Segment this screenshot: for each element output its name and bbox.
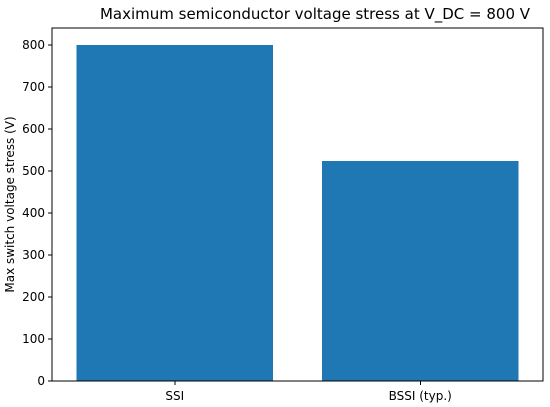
y-tick-label: 800 [22,38,45,52]
x-tick-label: SSI [165,389,184,403]
y-axis-label: Max switch voltage stress (V) [3,116,17,292]
y-tick-label: 400 [22,206,45,220]
bar-bssi-typ [322,160,519,381]
y-tick-label: 600 [22,122,45,136]
y-tick-label: 100 [22,332,45,346]
x-tick-label: BSSI (typ.) [389,389,452,403]
y-tick-label: 700 [22,80,45,94]
y-tick-label: 300 [22,248,45,262]
x-ticks-layer: SSI BSSI (typ.) [165,381,452,403]
y-tick-label: 0 [37,374,45,388]
y-tick-label: 200 [22,290,45,304]
bar-ssi [76,44,273,382]
chart-title: Maximum semiconductor voltage stress at … [100,5,531,24]
bars-layer [76,44,519,382]
y-ticks-layer: 0 100 200 300 400 500 600 700 800 [22,38,52,388]
y-tick-label: 500 [22,164,45,178]
plot-frame [51,27,544,382]
